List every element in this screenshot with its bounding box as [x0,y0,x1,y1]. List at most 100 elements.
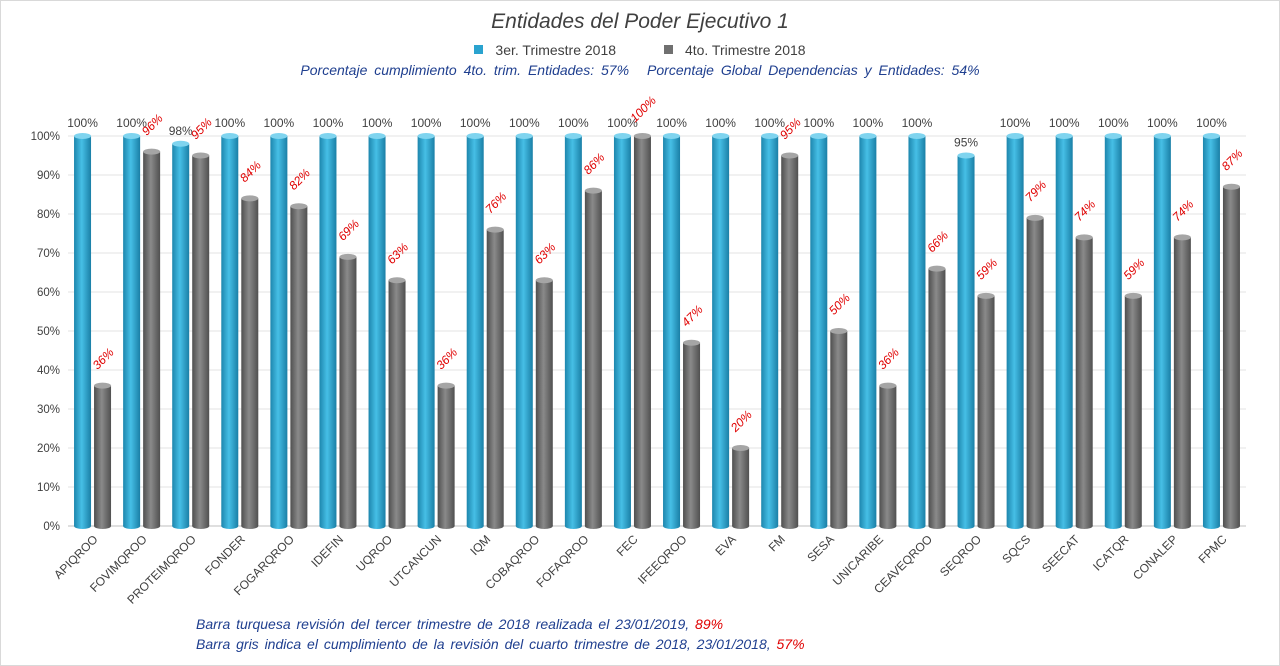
x-tick-label: SEQROO [937,532,984,579]
y-tick-label: 40% [37,365,60,377]
bar-q4-cap [241,195,259,202]
bar-q3-body [712,136,730,526]
bar-q3 [859,133,877,529]
bar-q3 [613,133,631,529]
bar-q4-cap [879,382,897,389]
bar-q4 [535,277,553,529]
legend-label-q3: 3er. Trimestre 2018 [495,42,617,58]
data-label-q3: 100% [656,116,687,130]
y-tick-label: 20% [37,443,60,455]
bar-q3-body [957,155,975,526]
data-label-q3: 100% [509,116,540,130]
bar-q3-body [319,136,337,526]
bar-q4-body [584,190,602,526]
data-label-q4: 36% [90,345,117,372]
bar-q4 [781,152,799,529]
bar-q4 [928,265,946,529]
bar-q3-base [1202,523,1220,529]
y-tick-label: 70% [37,248,60,260]
bar-q3 [712,133,730,529]
x-tick-label: FOFAQROO [534,532,592,590]
bar-q3-base [368,523,386,529]
chart-title: Entidades del Poder Ejecutivo 1 [491,10,789,33]
bar-q4-base [241,523,259,529]
y-tick-label: 10% [37,482,60,494]
bar-q4-base [977,523,995,529]
bar-q4-body [1026,217,1044,526]
bar-q4 [192,152,210,529]
x-tick-label: FPMC [1196,532,1230,566]
note-gray: Barra gris indica el cumplimiento de la … [196,636,805,652]
bar-q4-base [732,523,750,529]
bar-q3-body [123,136,141,526]
bar-q4-base [192,523,210,529]
y-tick-label: 50% [37,326,60,338]
data-label-q3: 100% [558,116,589,130]
bar-q3-body [564,136,582,526]
bar-q3-cap [515,133,533,139]
bar-q4-body [1075,237,1093,526]
bar-q3-cap [417,133,435,139]
bar-q4-cap [1026,214,1044,221]
data-label-q4: 79% [1022,177,1049,204]
bar-q4 [683,339,701,529]
bar-q4-body [241,198,259,526]
bar-q4 [1173,234,1191,529]
bar-q4 [1026,214,1044,529]
bar-q3-base [417,523,435,529]
legend-swatch-q3 [474,45,484,54]
data-label-q3: 100% [362,116,393,130]
bar-q3 [1006,133,1024,529]
bar-q3-base [908,523,926,529]
bar-q4-cap [928,265,946,272]
bar-q3-body [810,136,828,526]
bar-q3-body [1006,136,1024,526]
data-label-q3: 100% [1049,116,1080,130]
bar-q4-body [928,268,946,526]
bar-q4 [830,328,848,529]
data-label-q4: 59% [973,255,1000,282]
bar-q3-cap [1055,133,1073,139]
x-tick-label: IQM [467,532,493,558]
bar-q3-cap [810,133,828,139]
data-label-q3: 100% [214,116,245,130]
bar-q3-base [123,523,141,529]
bar-q4-base [1124,523,1142,529]
x-tick-label: UTCANCUN [387,532,445,590]
bar-q4-body [388,280,406,526]
note-turquoise: Barra turquesa revisión del tercer trime… [196,616,723,632]
bar-q4-body [830,331,848,526]
bar-q3-body [908,136,926,526]
bar-q4-body [683,342,701,526]
bar-q4-base [486,523,504,529]
bar-q4 [143,148,161,529]
bar-q3-cap [1202,133,1220,139]
bar-q4-cap [437,382,455,389]
data-label-q3: 100% [1196,116,1227,130]
bar-q4-cap [732,445,750,451]
bar-q3-body [1104,136,1122,526]
data-label-q3: 100% [116,116,147,130]
summary-line: Porcentaje cumplimiento 4to. trim. Entid… [0,62,1280,78]
bar-q3 [417,133,435,529]
bar-q4-base [830,523,848,529]
bar-q3 [221,133,239,529]
bar-q3-cap [466,133,484,139]
data-label-q4: 36% [433,345,460,372]
bar-q3-base [1055,523,1073,529]
data-label-q3: 95% [954,136,978,150]
x-tick-label: SQCS [999,532,1033,566]
bar-q3-base [1153,523,1171,529]
bar-q4-base [781,523,799,529]
bar-q4-base [143,523,161,529]
note-gray-text: Barra gris indica el cumplimiento de la … [196,636,771,652]
bar-q3 [368,133,386,529]
bar-q4-body [339,256,357,526]
bar-q3-cap [761,133,779,139]
bar-q4-body [94,385,112,526]
bar-q4-base [1026,523,1044,529]
legend-item-q3: 3er. Trimestre 2018 [474,42,616,58]
data-label-q4: 63% [532,240,559,267]
legend-label-q4: 4to. Trimestre 2018 [684,42,806,58]
bar-q4-base [584,523,602,529]
